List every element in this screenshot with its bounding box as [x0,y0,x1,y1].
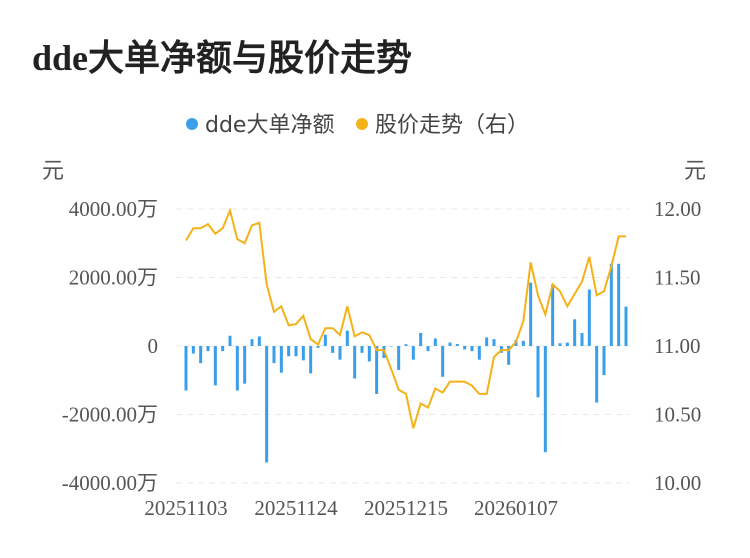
x-axis-ticks: 20251103 20251124 20251215 20260107 [144,496,558,520]
dde-bar [353,346,357,379]
dde-bar [426,346,430,352]
dde-bar [419,332,423,346]
dde-bars [184,263,628,463]
x-tick-label: 20251103 [144,496,227,520]
dde-bar [397,346,401,370]
left-axis-ticks: 4000.00万 2000.00万 0 -2000.00万 -4000.00万 [62,197,158,495]
dde-bar [287,346,291,357]
dde-bar [338,346,342,360]
dde-bar [213,346,217,386]
dde-bar [558,343,562,346]
dde-bar [470,346,474,352]
dde-bar [609,263,613,346]
right-axis-ticks: 12.00 11.50 11.00 10.50 10.00 [654,197,701,495]
dde-bar [580,332,584,346]
dde-bar [565,342,569,346]
left-axis-unit: 元 [42,159,64,184]
x-tick-label: 20251215 [364,496,448,520]
dde-bar [265,346,269,463]
dde-bar [455,343,459,346]
dde-bar [507,346,511,365]
dde-bar [257,336,261,346]
legend-line-label[interactable]: 股价走势（右） [375,113,529,138]
dde-bar [228,335,232,346]
dde-bar [477,346,481,360]
x-tick-label: 20251124 [254,496,338,520]
dde-bar [463,346,467,350]
left-tick-label: 4000.00万 [69,197,158,221]
dde-bar [235,346,239,391]
dde-bar [316,346,320,348]
legend-bar-label[interactable]: dde大单净额 [205,113,334,138]
dde-bar [433,338,437,346]
dde-bar [543,346,547,453]
gridlines [176,208,630,484]
dde-bar [587,289,591,346]
right-tick-label: 10.50 [654,403,701,427]
right-tick-label: 10.00 [654,471,701,495]
dde-bar [221,346,225,352]
legend: dde大单净额 股价走势（右） [186,113,529,138]
dde-bar [309,346,313,374]
dde-bar [279,346,283,373]
dde-bar [411,346,415,360]
dde-bar [529,282,533,346]
dde-bar [602,346,606,376]
dde-bar [485,337,489,346]
dde-bar [184,346,188,391]
dde-bar [617,263,621,346]
dde-bar [595,346,599,403]
legend-bar-marker [186,118,198,130]
dde-bar [448,342,452,346]
price-line [185,207,626,429]
dde-bar [521,340,525,346]
right-tick-label: 11.00 [654,334,700,358]
legend-line-marker [356,118,368,130]
dde-bar [243,346,247,384]
left-tick-label: -4000.00万 [62,471,158,495]
left-tick-label: 0 [148,334,159,358]
dde-bar [250,339,254,346]
dde-bar [360,346,364,353]
dde-bar [492,339,496,346]
dde-bar [551,284,555,346]
dde-bar [191,346,195,354]
dde-bar [624,306,628,346]
dde-bar [536,346,540,398]
x-tick-label: 20260107 [474,496,558,520]
dde-bar [199,346,203,364]
right-tick-label: 12.00 [654,197,701,221]
dde-bar [301,346,305,361]
left-tick-label: -2000.00万 [62,403,158,427]
dde-bar [206,346,210,352]
dde-bar [323,334,327,346]
dde-bar [404,344,408,346]
dde-bar [573,319,577,346]
dde-bar [375,346,379,394]
right-axis-unit: 元 [684,159,706,184]
dde-bar [345,330,349,346]
right-tick-label: 11.50 [654,266,700,290]
dde-bar [441,346,445,377]
dde-bar [294,346,298,357]
chart-title: dde大单净额与股价走势 [32,38,412,78]
dde-bar [367,346,371,362]
dde-bar [272,346,276,364]
dde-bar [331,346,335,353]
left-tick-label: 2000.00万 [69,266,158,290]
dde-bar [389,346,393,347]
